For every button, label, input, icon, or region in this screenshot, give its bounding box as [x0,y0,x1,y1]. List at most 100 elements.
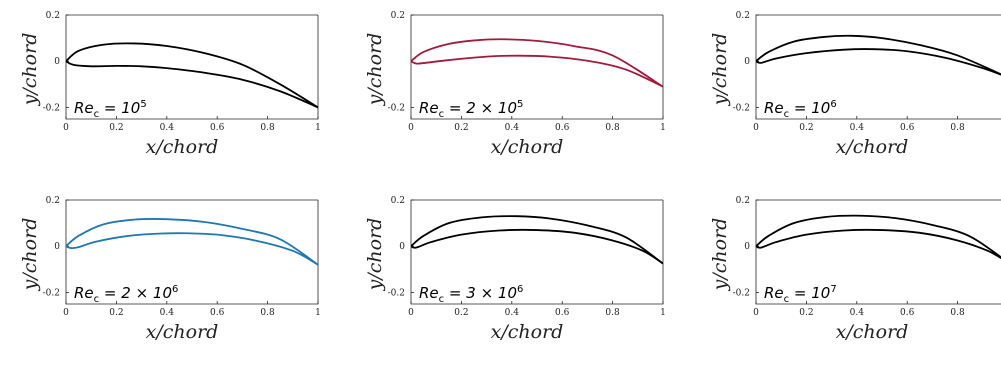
x-tick-label: 0.2 [109,123,123,133]
axes-frame [755,199,1001,305]
panel-3: 0 0.2 0.4 0.6 0.80.20-0.2 Rec = 106x/chordy/c… [709,11,1001,158]
reynolds-annotation: Rec = 2 × 105 [419,99,523,120]
y-tick-label: 0.2 [736,11,750,21]
y-axis-label: y/chord [709,33,731,107]
annotation-sub: c [94,109,100,120]
y-tick-label: 0.2 [391,196,405,206]
x-tick-label: 0.8 [260,123,275,133]
annotation-exp: 7 [830,284,836,295]
x-tick-label: 0.2 [454,123,468,133]
panel-6: 0 0.2 0.4 0.6 0.80.20-0.2 Rec = 107x/chordy/c… [709,196,1001,343]
lower-surface-line [66,60,318,109]
reynolds-annotation: Rec = 107 [764,284,837,305]
x-tick-label: 0.6 [210,308,225,318]
annotation-exp: 6 [172,284,178,295]
annotation-coef: 3 × [466,284,498,302]
annotation-coef: 2 × [466,99,498,117]
y-tick-label: 0.2 [46,196,60,206]
x-axis-label: x/chord [491,136,564,158]
x-tick-label: 1 [315,123,321,133]
lower-surface-line [756,48,1001,76]
x-tick-label: 0 [63,123,69,133]
panel-4: 0 0.2 0.4 0.6 0.8 10.20-0.2 Rec = 2 × 106x/cho… [19,196,321,343]
upper-surface-line [756,34,1001,76]
x-tick-label: 0.4 [850,123,865,133]
x-tick-label: 0.2 [799,123,813,133]
annotation-sub: c [94,294,100,305]
y-tick-label: 0.2 [391,11,405,21]
x-tick-label: 0.4 [160,123,175,133]
x-tick-label: 0.6 [555,308,570,318]
y-tick-label: -0.2 [388,288,405,298]
x-tick-label: 1 [660,308,666,318]
y-axis-label: y/chord [364,33,386,107]
lower-surface-line [411,228,663,265]
annotation-sub: c [439,294,445,305]
annotation-exp: 6 [517,284,523,295]
lower-surface-line [756,228,1001,260]
reynolds-annotation: Rec = 3 × 106 [419,284,523,305]
y-tick-label: 0 [744,242,750,252]
y-axis-label: y/chord [364,218,386,292]
annotation-eq: = [99,284,121,302]
x-tick-label: 0.4 [160,308,175,318]
annotation-exp: 5 [140,99,146,110]
x-tick-label: 0.8 [950,308,965,318]
x-tick-label: 0.4 [505,123,520,133]
annotation-pow: 10 [498,99,517,117]
upper-surface-line [756,214,1001,259]
reynolds-annotation: Rec = 105 [74,99,147,120]
annotation-pow: 10 [811,99,830,117]
annotation-exp: 6 [830,99,836,110]
x-tick-label: 1 [660,123,666,133]
annotation-eq: = [789,284,811,302]
x-tick-label: 0 [408,123,414,133]
x-tick-label: 0.2 [799,308,813,318]
x-axis-label: x/chord [146,321,219,343]
x-axis-label: x/chord [491,321,564,343]
annotation-exp: 5 [517,99,523,110]
y-tick-label: -0.2 [388,103,405,113]
reynolds-annotation: Rec = 2 × 106 [74,284,178,305]
annotation-base: Re [764,284,784,302]
x-tick-label: 0 [408,308,414,318]
lower-surface-line [411,54,663,88]
annotation-pow: 10 [811,284,830,302]
x-tick-label: 0 [753,123,759,133]
x-tick-label: 0.6 [900,123,915,133]
panel-2: 0 0.2 0.4 0.6 0.8 1 0.2 -0.2 Rec = 2 × 105 x/chor… [364,11,666,158]
x-axis-label: x/chord [146,136,219,158]
annotation-sub: c [784,294,790,305]
x-tick-label: 0.6 [900,308,915,318]
upper-surface-line [411,38,663,88]
annotation-pow: 10 [498,284,517,302]
x-tick-label: 0.8 [605,123,620,133]
x-axis-label: x/chord [836,321,909,343]
annotation-eq: = [99,99,121,117]
y-axis-label: y/chord [19,33,41,107]
y-tick-label: -0.2 [733,103,750,113]
annotation-eq: = [444,284,466,302]
annotation-coef: 2 × [121,284,153,302]
x-tick-label: 0.8 [260,308,275,318]
y-axis-label: y/chord [19,218,41,292]
lower-surface-line [66,232,318,266]
x-tick-label: 0.6 [555,123,570,133]
panel-5: 0 0.2 0.4 0.6 0.8 10.20-0.2 Rec = 3 × 106x/cho… [364,196,666,343]
x-tick-label: 0 [63,308,69,318]
x-axis-label: x/chord [836,136,909,158]
y-axis-label: y/chord [709,218,731,292]
x-tick-label: 0.8 [950,123,965,133]
annotation-base: Re [74,99,94,117]
annotation-pow: 10 [153,284,172,302]
panel-1: 0 0.2 0.4 0.6 0.8 10.20-0.2 Rec = 105x/chordy/… [19,11,321,158]
y-tick-label: 0.2 [46,11,60,21]
x-tick-label: 0.4 [850,308,865,318]
annotation-base: Re [74,284,94,302]
x-tick-label: 0.2 [454,308,468,318]
y-tick-label: -0.2 [43,288,60,298]
annotation-pow: 10 [121,99,140,117]
x-tick-label: 0.6 [210,123,225,133]
y-tick-label: 0 [54,57,60,67]
